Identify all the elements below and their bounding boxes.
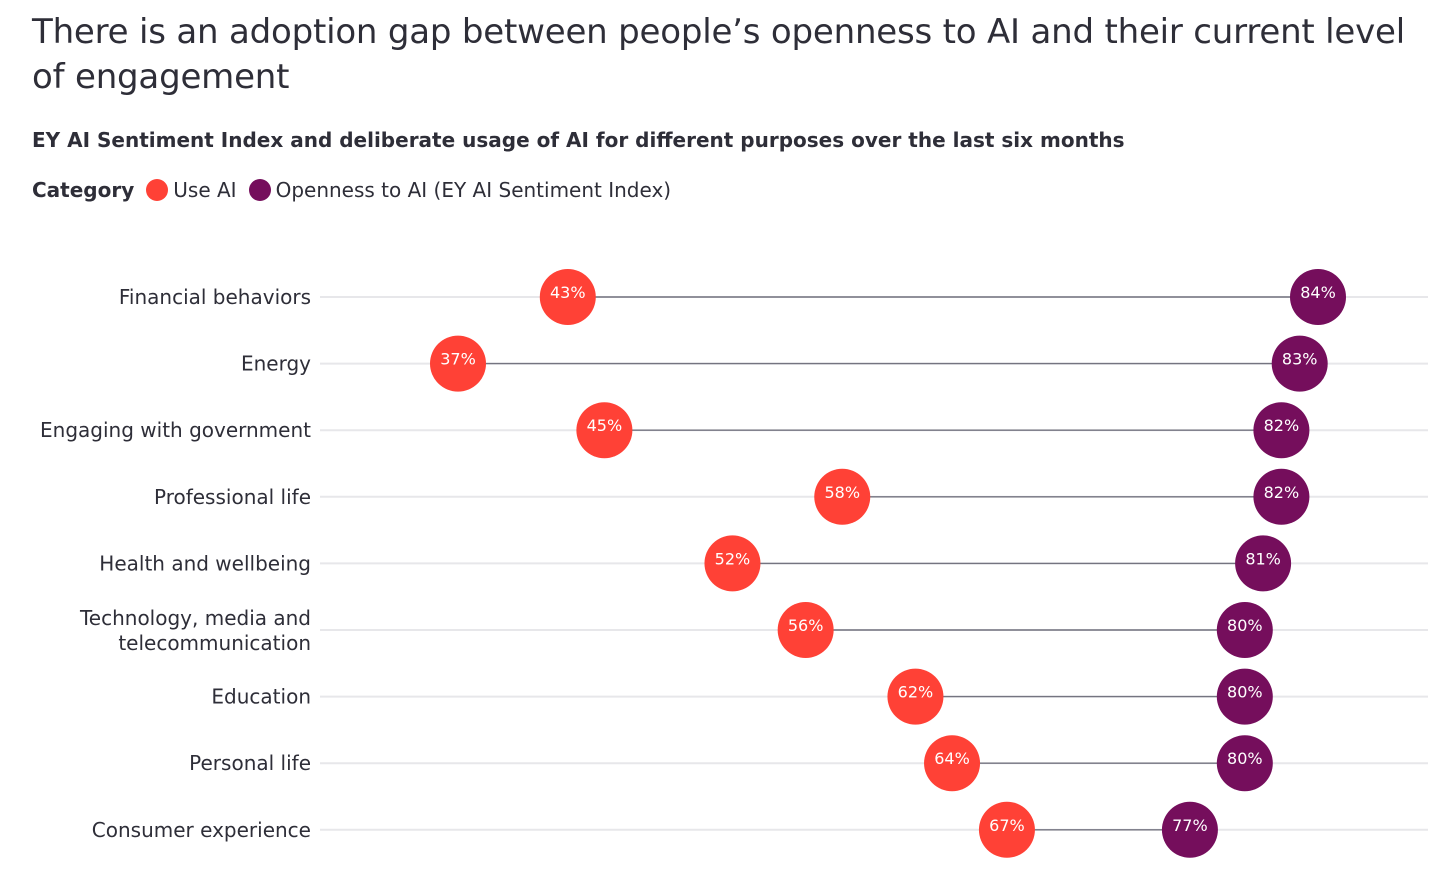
openness-value-label: 84% xyxy=(1300,283,1336,302)
openness-value-label: 80% xyxy=(1227,683,1263,702)
category-label-line: Technology, media and xyxy=(79,606,311,630)
use-ai-dot xyxy=(576,402,633,459)
use-ai-dot xyxy=(704,535,761,592)
use-ai-value-label: 67% xyxy=(989,816,1025,835)
category-label: Personal life xyxy=(189,751,311,775)
legend-title: Category xyxy=(32,178,135,202)
use-ai-value-label: 64% xyxy=(934,749,970,768)
legend-item-use-ai[interactable]: Use AI xyxy=(146,178,237,202)
openness-value-label: 80% xyxy=(1227,749,1263,768)
category-label: Professional life xyxy=(154,485,311,509)
openness-value-label: 83% xyxy=(1282,350,1318,369)
openness-value-label: 81% xyxy=(1245,549,1281,568)
use-ai-value-label: 37% xyxy=(440,350,476,369)
chart-title: There is an adoption gap between people’… xyxy=(32,12,1406,97)
legend-item-openness[interactable]: Openness to AI (EY AI Sentiment Index) xyxy=(248,178,672,202)
legend: Category Use AI Openness to AI (EY AI Se… xyxy=(32,176,683,204)
use-ai-value-label: 43% xyxy=(550,283,586,302)
use-ai-value-label: 45% xyxy=(587,416,623,435)
openness-dot xyxy=(1253,468,1310,525)
use-ai-value-label: 52% xyxy=(715,549,751,568)
openness-dot xyxy=(1290,269,1346,325)
category-label: Engaging with government xyxy=(40,418,311,442)
use-ai-dot xyxy=(978,801,1035,858)
category-label: Financial behaviors xyxy=(119,285,311,309)
use-ai-dot xyxy=(924,735,981,792)
legend-swatch-openness xyxy=(248,179,271,201)
category-label: Energy xyxy=(241,352,311,376)
category-label: Education xyxy=(211,685,311,709)
openness-dot xyxy=(1216,602,1273,658)
use-ai-dot xyxy=(887,668,944,725)
openness-dot xyxy=(1161,801,1218,858)
openness-dot xyxy=(1216,735,1273,792)
legend-label-use-ai: Use AI xyxy=(173,178,237,202)
use-ai-dot xyxy=(814,468,871,525)
openness-value-label: 80% xyxy=(1227,616,1263,635)
openness-dot xyxy=(1271,335,1328,392)
category-label-line: telecommunication xyxy=(118,631,311,655)
category-label: Technology, media and telecommunication xyxy=(79,606,311,655)
legend-label-openness: Openness to AI (EY AI Sentiment Index) xyxy=(275,178,672,202)
use-ai-dot xyxy=(430,335,486,392)
category-label: Health and wellbeing xyxy=(99,551,311,575)
use-ai-dot xyxy=(777,602,834,658)
use-ai-value-label: 56% xyxy=(788,616,824,635)
openness-value-label: 77% xyxy=(1172,816,1208,835)
openness-value-label: 82% xyxy=(1264,483,1300,502)
openness-value-label: 82% xyxy=(1264,416,1300,435)
use-ai-value-label: 58% xyxy=(824,483,860,502)
chart-subtitle: EY AI Sentiment Index and deliberate usa… xyxy=(32,128,1125,152)
use-ai-value-label: 62% xyxy=(898,683,934,702)
category-label: Consumer experience xyxy=(92,818,311,842)
use-ai-dot xyxy=(539,269,596,325)
openness-dot xyxy=(1216,668,1273,725)
openness-dot xyxy=(1253,402,1310,459)
openness-dot xyxy=(1235,535,1292,592)
legend-swatch-use-ai xyxy=(146,179,169,201)
